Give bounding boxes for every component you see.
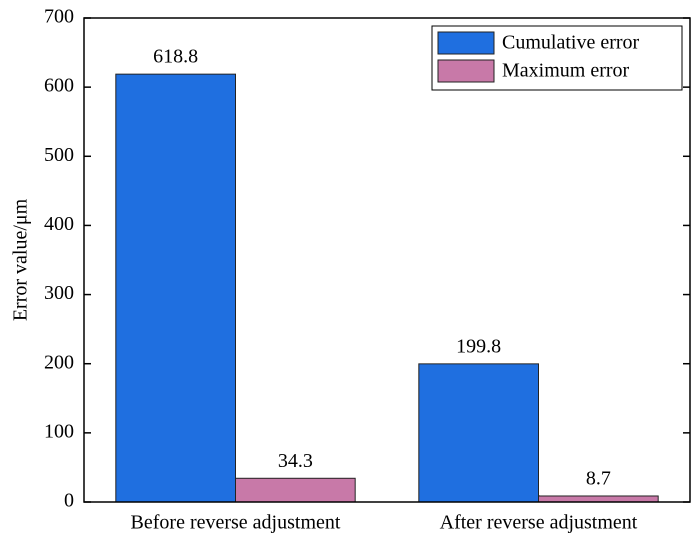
value-label: 8.7 <box>586 468 611 490</box>
bar <box>538 495 659 503</box>
y-tick-label: 0 <box>64 490 74 512</box>
bar <box>235 477 356 503</box>
value-label: 199.8 <box>456 335 501 357</box>
legend-label: Cumulative error <box>502 32 640 54</box>
y-tick-label: 400 <box>44 213 74 235</box>
x-tick-label: After reverse adjustment <box>440 512 638 534</box>
value-label: 618.8 <box>153 46 198 68</box>
value-label: 34.3 <box>278 450 313 472</box>
plot-frame <box>83 17 691 503</box>
y-tick-label: 100 <box>44 420 74 442</box>
bar <box>418 363 539 503</box>
legend-swatch <box>437 31 495 55</box>
y-tick-label: 700 <box>44 6 74 28</box>
y-tick-label: 300 <box>44 282 74 304</box>
y-tick-label: 500 <box>44 144 74 166</box>
y-axis-label: Error value/μm <box>10 198 32 321</box>
x-tick-label: Before reverse adjustment <box>131 512 341 534</box>
y-tick-label: 200 <box>44 351 74 373</box>
legend-label: Maximum error <box>502 60 630 82</box>
legend-swatch <box>437 59 495 83</box>
bar <box>115 73 236 503</box>
y-tick-label: 600 <box>44 75 74 97</box>
